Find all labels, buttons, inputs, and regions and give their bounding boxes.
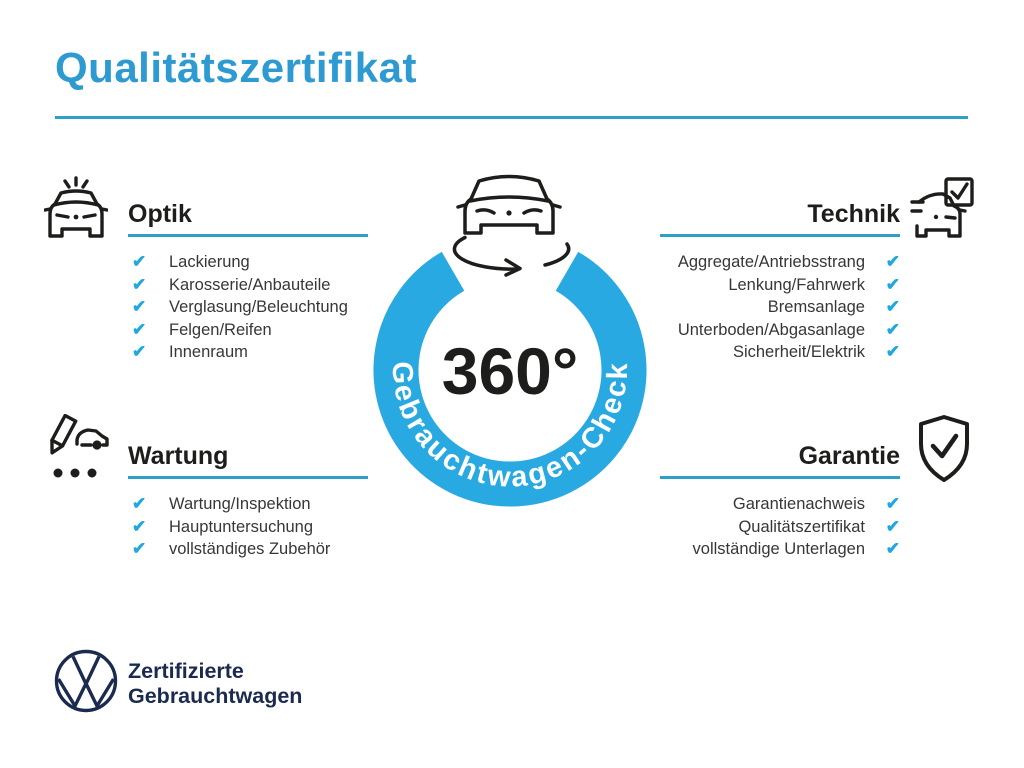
- list-item: Garantienachweis ✔: [560, 494, 900, 513]
- list-item: ✔ Lackierung: [128, 252, 348, 271]
- section-header-wartung: Wartung: [128, 442, 229, 470]
- check-icon: ✔: [132, 516, 147, 536]
- service-note-icon: [50, 414, 109, 478]
- check-icon: ✔: [885, 319, 900, 339]
- vw-logo-icon: [54, 649, 118, 713]
- check-icon: ✔: [885, 297, 900, 316]
- list-item: ✔ Hauptuntersuchung: [128, 516, 330, 536]
- list-item: Sicherheit/Elektrik ✔: [560, 342, 900, 361]
- list-item: vollständige Unterlagen ✔: [560, 539, 900, 558]
- item-label: Hauptuntersuchung: [169, 517, 314, 536]
- check-icon: ✔: [885, 539, 900, 558]
- section-divider-garantie: [660, 476, 900, 479]
- list-item: ✔ Karosserie/Anbauteile: [128, 274, 348, 294]
- item-label: vollständige Unterlagen: [692, 540, 865, 558]
- list-item: Bremsanlage ✔: [560, 297, 900, 316]
- item-label: Unterboden/Abgasanlage: [677, 320, 865, 339]
- item-label: Verglasung/Beleuchtung: [169, 298, 348, 316]
- check-icon: ✔: [132, 252, 147, 271]
- item-label: Karosserie/Anbauteile: [169, 275, 331, 294]
- section-header-technik: Technik: [807, 200, 900, 228]
- car-rotation-icon: [452, 174, 571, 277]
- item-label: Sicherheit/Elektrik: [732, 343, 865, 361]
- list-item: ✔ Innenraum: [128, 342, 348, 361]
- item-label: vollständiges Zubehör: [169, 540, 331, 558]
- list-item: ✔ Wartung/Inspektion: [128, 494, 330, 513]
- footer-brand-text: Zertifizierte Gebrauchtwagen: [128, 659, 302, 709]
- section-divider-wartung: [128, 476, 368, 479]
- item-label: Qualitätszertifikat: [738, 517, 865, 536]
- section-items-garantie: Garantienachweis ✔ Qualitätszertifikat ✔ v…: [560, 494, 900, 558]
- check-icon: ✔: [885, 516, 900, 536]
- list-item: Qualitätszertifikat ✔: [560, 516, 900, 536]
- item-label: Felgen/Reifen: [169, 320, 272, 339]
- item-label: Innenraum: [169, 343, 248, 361]
- section-items-technik: Aggregate/Antriebsstrang ✔ Lenkung/Fahrwe…: [560, 252, 900, 361]
- list-item: Lenkung/Fahrwerk ✔: [560, 274, 900, 294]
- check-icon: ✔: [885, 494, 900, 513]
- item-label: Bremsanlage: [767, 298, 865, 316]
- check-icon: ✔: [132, 319, 147, 339]
- item-label: Aggregate/Antriebsstrang: [677, 253, 865, 271]
- item-label: Lenkung/Fahrwerk: [728, 275, 865, 294]
- item-label: Garantienachweis: [732, 495, 865, 513]
- badge-360: Gebrauchtwagen-Check 360°: [373, 174, 647, 507]
- section-items-wartung: ✔ Wartung/Inspektion ✔ Hauptuntersuchung ✔…: [128, 494, 331, 558]
- list-item: ✔ Verglasung/Beleuchtung: [128, 297, 348, 316]
- check-icon: ✔: [132, 342, 147, 361]
- check-icon: ✔: [132, 539, 147, 558]
- check-icon: ✔: [132, 494, 147, 513]
- check-icon: ✔: [885, 274, 900, 294]
- list-item: ✔ vollständiges Zubehör: [128, 539, 331, 558]
- section-divider-technik: [660, 234, 900, 237]
- check-icon: ✔: [132, 297, 147, 316]
- check-icon: ✔: [885, 252, 900, 271]
- list-item: ✔ Felgen/Reifen: [128, 319, 348, 339]
- list-item: Unterboden/Abgasanlage ✔: [560, 319, 900, 339]
- footer-line-2: Gebrauchtwagen: [128, 684, 303, 708]
- page-title: Qualitätszertifikat: [55, 44, 417, 91]
- section-items-optik: ✔ Lackierung ✔ Karosserie/Anbauteile ✔ Verg…: [128, 252, 348, 361]
- shield-check-icon: [919, 415, 969, 482]
- car-checklist-icon: [910, 177, 974, 238]
- title-divider: [55, 116, 968, 119]
- section-header-optik: Optik: [128, 200, 192, 228]
- item-label: Lackierung: [169, 253, 250, 271]
- footer-line-1: Zertifizierte: [128, 659, 244, 683]
- item-label: Wartung/Inspektion: [169, 495, 311, 513]
- badge-degrees: 360°: [442, 334, 579, 408]
- check-icon: ✔: [132, 274, 147, 294]
- section-divider-optik: [128, 234, 368, 237]
- badge-ring: [373, 251, 647, 507]
- car-shine-icon: [44, 176, 108, 238]
- section-header-garantie: Garantie: [798, 442, 900, 470]
- check-icon: ✔: [885, 342, 900, 361]
- list-item: Aggregate/Antriebsstrang ✔: [560, 252, 900, 271]
